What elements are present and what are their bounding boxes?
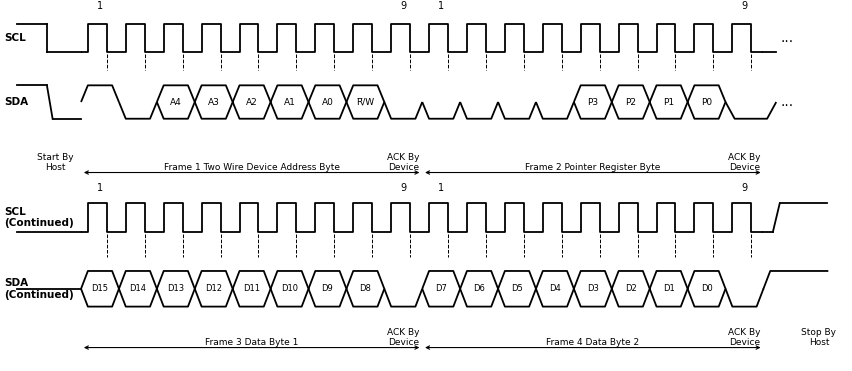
Text: Frame 4 Data Byte 2: Frame 4 Data Byte 2 <box>545 338 639 347</box>
Text: D3: D3 <box>586 284 598 293</box>
Text: 9: 9 <box>740 1 746 11</box>
Text: P3: P3 <box>586 98 598 106</box>
Text: ACK By
Device: ACK By Device <box>728 153 760 173</box>
Text: 9: 9 <box>740 183 746 193</box>
Text: Frame 3 Data Byte 1: Frame 3 Data Byte 1 <box>204 338 298 347</box>
Text: D5: D5 <box>510 284 522 293</box>
Text: ACK By
Device: ACK By Device <box>387 153 419 173</box>
Text: A0: A0 <box>321 98 333 106</box>
Text: 1: 1 <box>438 1 444 11</box>
Text: R̅/W: R̅/W <box>356 98 374 106</box>
Text: D0: D0 <box>699 284 711 293</box>
Text: SCL: SCL <box>4 33 26 43</box>
Text: D13: D13 <box>167 284 184 293</box>
Text: D14: D14 <box>130 284 147 293</box>
Text: D10: D10 <box>280 284 297 293</box>
Text: 1: 1 <box>438 183 444 193</box>
Text: ACK By
Device: ACK By Device <box>728 328 760 347</box>
Text: Frame 1 Two Wire Device Address Byte: Frame 1 Two Wire Device Address Byte <box>164 162 339 171</box>
Text: SCL
(Continued): SCL (Continued) <box>4 207 74 229</box>
Text: A4: A4 <box>170 98 181 106</box>
Text: 9: 9 <box>400 1 406 11</box>
Text: P0: P0 <box>700 98 711 106</box>
Text: A2: A2 <box>245 98 257 106</box>
Text: Stop By
Host: Stop By Host <box>800 328 836 347</box>
Text: 1: 1 <box>97 1 103 11</box>
Text: D8: D8 <box>359 284 371 293</box>
Text: 1: 1 <box>97 183 103 193</box>
Text: ...: ... <box>780 95 792 109</box>
Text: ...: ... <box>780 31 792 45</box>
Text: D1: D1 <box>662 284 674 293</box>
Text: ACK By
Device: ACK By Device <box>387 328 419 347</box>
Text: SDA: SDA <box>4 97 28 107</box>
Text: Start By
Host: Start By Host <box>37 153 73 173</box>
Text: D7: D7 <box>435 284 446 293</box>
Text: SDA
(Continued): SDA (Continued) <box>4 278 74 300</box>
Text: A3: A3 <box>208 98 220 106</box>
Text: A1: A1 <box>283 98 295 106</box>
Text: D9: D9 <box>321 284 333 293</box>
Text: D4: D4 <box>549 284 560 293</box>
Text: D12: D12 <box>205 284 222 293</box>
Text: P1: P1 <box>662 98 673 106</box>
Text: P2: P2 <box>625 98 636 106</box>
Text: D6: D6 <box>473 284 485 293</box>
Text: D15: D15 <box>91 284 108 293</box>
Text: 9: 9 <box>400 183 406 193</box>
Text: D2: D2 <box>625 284 636 293</box>
Text: Frame 2 Pointer Register Byte: Frame 2 Pointer Register Byte <box>525 162 659 171</box>
Text: D11: D11 <box>243 284 260 293</box>
